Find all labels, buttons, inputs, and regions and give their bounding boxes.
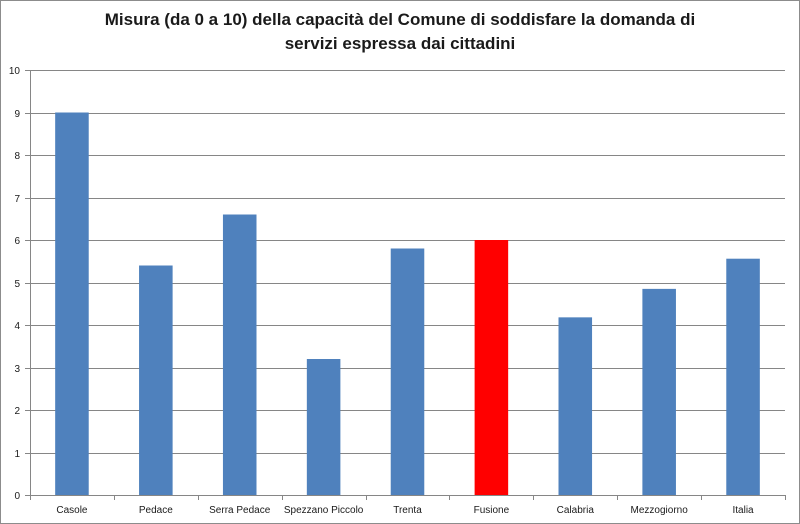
- x-tick-label: Spezzano Piccolo: [284, 505, 364, 516]
- y-tick-label: 2: [14, 406, 20, 417]
- bars: [55, 112, 760, 495]
- y-tick-label: 6: [14, 236, 20, 247]
- x-axis-ticks: Casole Pedace Serra Pedace Spezzano Piccolo…: [30, 495, 786, 516]
- axes: [30, 70, 785, 496]
- bar-mezzogiorno: [642, 288, 676, 495]
- bar-pedace: [139, 265, 173, 495]
- y-tick-label: 1: [14, 449, 20, 460]
- x-tick-label: Mezzogiorno: [631, 505, 689, 516]
- bar-fusione: [474, 240, 509, 495]
- y-tick-label: 4: [14, 321, 20, 332]
- chart-title-line-2: servizi espressa dai cittadini: [284, 34, 516, 53]
- x-tick-label: Fusione: [474, 505, 510, 516]
- bar-serra-pedace: [222, 214, 257, 495]
- x-tick-label: Calabria: [557, 505, 595, 516]
- y-axis-ticks: 0 1 2 3 4 5 6 7 8 9 10: [9, 66, 30, 502]
- bar-casole: [55, 112, 89, 495]
- x-tick-label: Italia: [732, 505, 754, 516]
- y-tick-label: 8: [14, 151, 20, 162]
- bar-italia: [726, 258, 760, 495]
- chart-title-line-1: Misura (da 0 a 10) della capacità del Co…: [104, 10, 696, 29]
- x-tick-label: Serra Pedace: [209, 505, 271, 516]
- y-tick-label: 0: [14, 491, 20, 502]
- bar-trenta: [390, 248, 425, 495]
- y-tick-label: 9: [14, 109, 20, 120]
- y-tick-label: 7: [14, 194, 20, 205]
- bar-calabria: [558, 317, 593, 495]
- x-tick-label: Casole: [56, 505, 88, 516]
- x-tick-label: Trenta: [393, 505, 422, 516]
- y-tick-label: 5: [14, 279, 20, 290]
- y-tick-label: 3: [14, 364, 20, 375]
- bar-spezzano-piccolo: [306, 359, 341, 495]
- x-tick-label: Pedace: [139, 505, 173, 516]
- y-tick-label: 10: [9, 66, 21, 77]
- chart-title: Misura (da 0 a 10) della capacità del Co…: [0, 8, 800, 56]
